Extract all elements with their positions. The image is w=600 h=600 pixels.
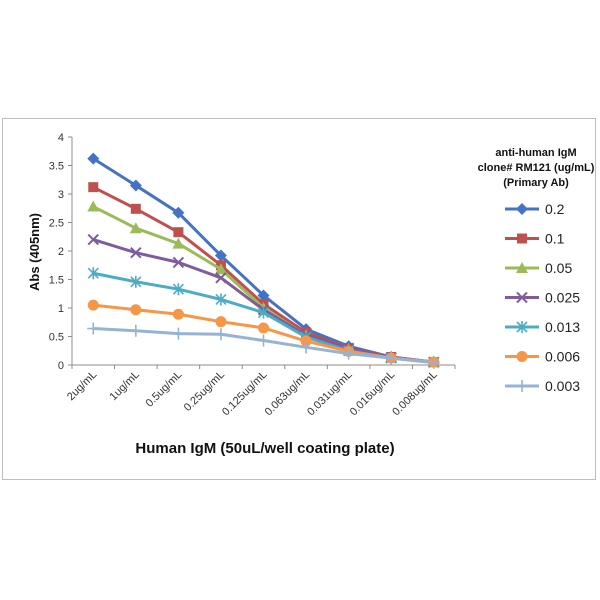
data-point xyxy=(385,352,398,365)
data-point xyxy=(300,341,313,354)
legend-item: 0.003 xyxy=(505,378,580,394)
y-tick-label: 1.5 xyxy=(49,275,64,287)
legend-item: 0.1 xyxy=(505,231,565,247)
data-point xyxy=(87,233,99,246)
data-point xyxy=(130,203,141,214)
data-point xyxy=(427,356,440,369)
x-tick-label: 2ug/mL xyxy=(65,369,99,403)
data-point xyxy=(87,322,100,335)
legend-item: 0.025 xyxy=(505,290,580,306)
legend-marker xyxy=(516,262,528,273)
legend-label: 0.05 xyxy=(545,260,572,276)
x-tick-label: 0.125ug/mL xyxy=(220,369,270,419)
legend-label: 0.025 xyxy=(545,290,580,306)
y-tick-label: 4 xyxy=(58,132,64,144)
legend-title: (Primary Ab) xyxy=(503,177,569,189)
x-tick-label: 0.031ug/mL xyxy=(305,369,355,419)
data-point xyxy=(300,335,312,347)
data-point xyxy=(257,289,270,302)
data-point xyxy=(214,249,227,262)
series-0.003 xyxy=(87,322,440,369)
data-point xyxy=(172,237,185,249)
data-point xyxy=(215,272,227,284)
data-point xyxy=(129,324,142,337)
legend-item: 0.2 xyxy=(505,201,565,217)
data-point xyxy=(215,293,227,306)
data-point xyxy=(130,275,142,288)
legend-item: 0.006 xyxy=(505,349,580,365)
data-point xyxy=(173,227,184,238)
chart-frame xyxy=(2,118,596,480)
data-point xyxy=(258,322,269,334)
data-point xyxy=(87,152,100,165)
x-axis-title: Human IgM (50uL/well coating plate) xyxy=(135,440,394,457)
x-tick-label: 1ug/mL xyxy=(108,369,142,403)
legend-label: 0.003 xyxy=(545,378,580,394)
legend-marker xyxy=(516,321,528,333)
legend-label: 0.013 xyxy=(545,319,580,335)
chart-axes xyxy=(68,136,456,369)
x-tick-labels: 2ug/mL 1ug/mL 0.5ug/mL0.25ug/mL0.125ug/mL0… xyxy=(65,369,440,419)
legend-marker xyxy=(516,351,528,362)
legend-title: clone# RM121 (ug/mL) xyxy=(478,162,595,174)
data-point xyxy=(87,267,99,280)
y-tick-label: 2.5 xyxy=(49,218,64,230)
data-point xyxy=(172,283,184,296)
series-layer xyxy=(87,152,440,369)
legend-item: 0.013 xyxy=(505,319,580,335)
legend-label: 0.1 xyxy=(545,231,565,247)
y-tick-label: 0 xyxy=(58,360,64,372)
data-point xyxy=(87,200,100,212)
data-point xyxy=(215,316,227,328)
data-point xyxy=(214,328,227,341)
legend-title: anti-human IgM xyxy=(495,147,576,159)
data-point xyxy=(214,263,227,275)
legend-marker xyxy=(516,203,528,215)
y-tick-label: 0.5 xyxy=(49,332,64,344)
data-point xyxy=(172,327,185,340)
data-point xyxy=(87,299,99,311)
data-point xyxy=(342,347,355,360)
legend-marker xyxy=(516,291,528,304)
x-tick-label: 0.063ug/mL xyxy=(263,369,313,419)
data-point xyxy=(172,206,185,219)
data-point xyxy=(172,256,185,269)
data-point xyxy=(130,304,142,316)
legend-item: 0.05 xyxy=(505,260,572,276)
legend-label: 0.2 xyxy=(545,201,565,217)
data-point xyxy=(88,182,99,193)
x-tick-label: 0.5ug/mL xyxy=(144,369,185,410)
data-point xyxy=(172,308,184,320)
y-tick-label: 1 xyxy=(58,303,64,315)
y-tick-label: 3 xyxy=(58,189,64,201)
data-point xyxy=(257,334,270,347)
y-tick-label: 3.5 xyxy=(49,161,64,173)
y-tick-label: 2 xyxy=(58,246,64,258)
data-point xyxy=(129,222,142,234)
legend-label: 0.006 xyxy=(545,349,580,365)
x-tick-label: 0.016ug/mL xyxy=(348,369,398,419)
data-point xyxy=(130,247,142,259)
legend-marker xyxy=(517,233,527,244)
legend-marker xyxy=(516,380,528,392)
legend: anti-human IgM clone# RM121 (ug/mL) (Prima… xyxy=(478,147,595,394)
y-axis-title: Abs (405nm) xyxy=(27,213,42,291)
y-tick-labels: 0 0.5 1 1.5 2 2.5 3 3.5 4 xyxy=(49,132,64,372)
data-point xyxy=(257,306,270,319)
x-tick-label: 0.008ug/mL xyxy=(390,369,440,419)
x-tick-label: 0.25ug/mL xyxy=(182,369,227,414)
data-point xyxy=(129,179,142,192)
